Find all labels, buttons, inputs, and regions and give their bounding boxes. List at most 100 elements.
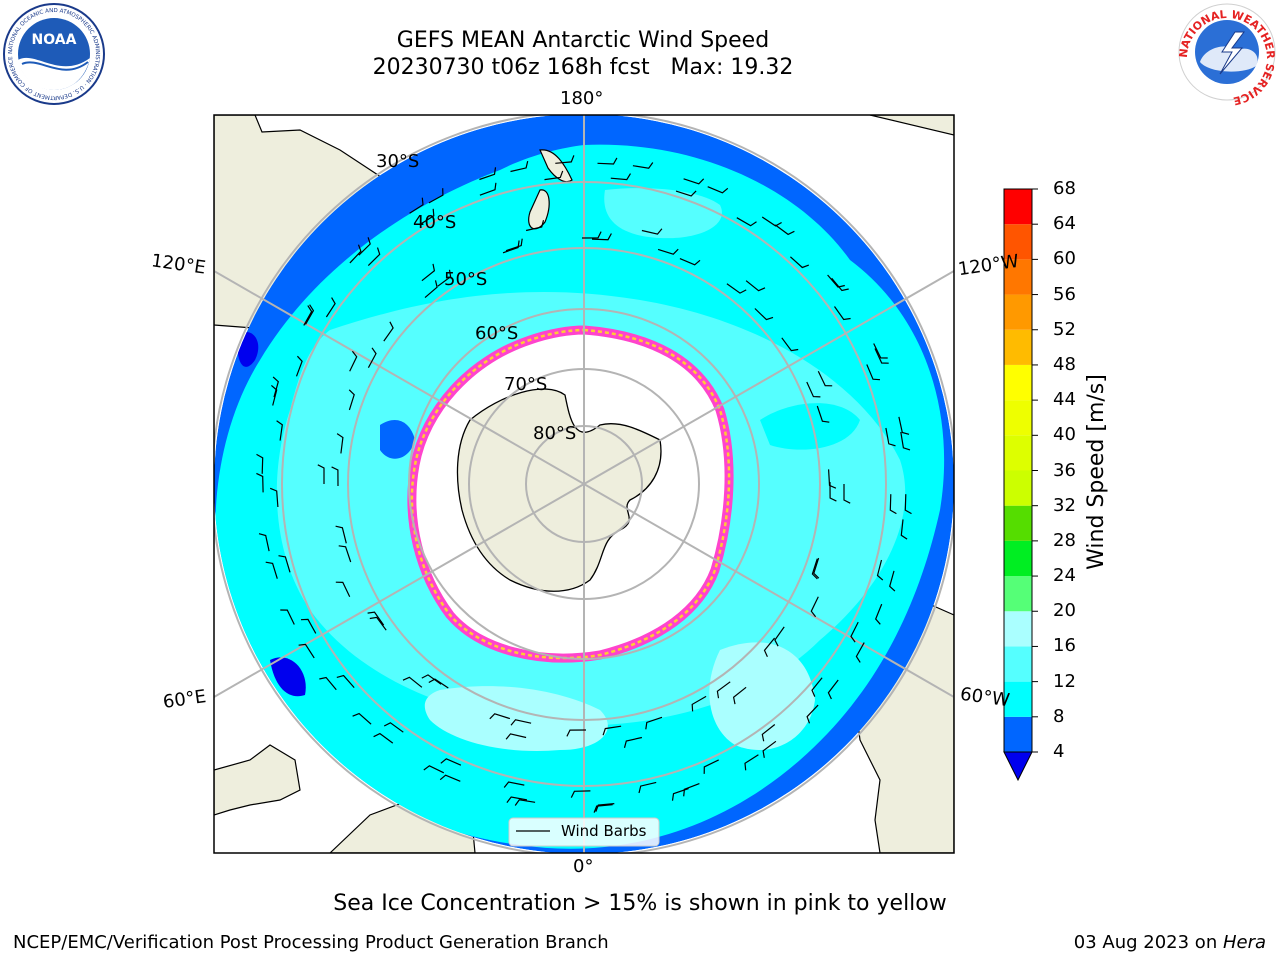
colorbar-tick-label: 36 [1053,459,1076,481]
chart-title: GEFS MEAN Antarctic Wind Speed [396,28,770,53]
wind-barb [866,364,881,381]
wind-barb [855,642,865,663]
wind-barb [904,494,912,515]
wind-barb [317,464,325,484]
wind-barb [295,355,303,377]
wind-barb [597,157,618,165]
wind-barb [479,167,497,181]
wind-barb [707,186,729,194]
colorbar-bin-56-60 [1004,259,1032,295]
wind-barb [843,484,851,504]
wind-barb [810,596,819,618]
wind-barb [373,732,394,744]
colorbar-tick-label: 48 [1053,353,1076,375]
wind-barb [258,533,270,552]
wind-barb [834,306,851,321]
meridian-label-180: 180° [560,88,604,109]
wind-barb [367,347,377,368]
colorbar [1003,188,1038,782]
wind-barb [525,220,545,232]
wind-barb [691,695,707,712]
wind-barb [276,420,283,441]
footer-date: 03 Aug 2023 on [1073,932,1223,953]
wind-barb [889,494,897,515]
wind-barb [754,308,774,321]
wind-barb [671,787,689,801]
wind-barb [683,178,705,185]
colorbar-bin-64-68 [1004,189,1032,225]
wind-barb [331,466,339,487]
map-frame [213,114,955,854]
wind-barb [502,240,520,254]
wind-barb [898,416,910,435]
wind-barb [336,674,355,688]
wind-barb [265,561,278,579]
lat-label-80s: 80°S [533,423,577,444]
wind-barb [595,803,615,812]
footer-machine: Hera [1222,932,1266,953]
wind-barb [623,736,643,748]
lat-label-30s: 30°S [376,151,420,172]
wind-barb [683,783,700,797]
wind-barb [303,305,313,326]
wind-barb [335,525,347,544]
wind-barb [421,674,442,685]
wind-barb [424,280,438,299]
wind-barb [900,431,911,451]
wind-barb [817,370,833,387]
wind-barb [367,247,381,267]
colorbar-under-extension [1003,751,1033,782]
nws-logo: NATIONAL WEATHER SERVICE [1177,3,1277,107]
wind-barb [875,603,883,625]
wind-barb [428,188,444,204]
wind-barb [510,160,529,173]
wind-barb [736,217,757,227]
wind-barb [641,228,663,235]
colorbar-tick-label: 32 [1053,494,1076,516]
wind-barb [761,216,782,227]
colorbar-tick-label: 56 [1053,283,1076,305]
wind-barb [256,472,264,493]
colorbar-tick-label: 8 [1053,705,1065,727]
colorbar-tick-label: 44 [1053,389,1076,411]
wind-barb [811,677,823,697]
wind-barb [675,190,697,197]
wind-barb [369,616,387,631]
wind-barb [850,621,859,643]
wind-barb [570,790,591,798]
wind-barb [827,679,839,700]
colorbar-bin-12-16 [1004,646,1032,682]
wind-barb [831,277,849,292]
wind-barb [505,733,527,740]
wind-barb [874,348,889,364]
wind-barb [744,754,759,771]
wind-barb [679,258,701,266]
wind-barb [829,481,837,502]
wind-barb [732,686,747,705]
wind-barb [645,716,663,730]
wind-barb [703,759,719,774]
wind-barb [349,350,358,372]
wind-barb [383,722,404,733]
wind-barb [367,611,385,626]
colorbar-bin-4-8 [1004,716,1032,752]
wind-barb [638,781,657,794]
colorbar-tick-label: 52 [1053,318,1076,340]
wind-barb [726,283,747,294]
noaa-logo-text: NOAA [32,32,77,48]
wind-barb [335,581,351,598]
colorbar-tick-label: 28 [1053,529,1076,551]
wind-barb [632,162,654,169]
colorbar-tick-label: 4 [1053,741,1065,762]
wind-barb [873,343,888,359]
wind-barb [402,676,423,688]
colorbar-bin-48-52 [1004,329,1032,365]
wind-barb [300,618,317,634]
wind-barb [278,555,291,573]
wind-barb [348,389,355,411]
colorbar-bin-8-12 [1004,681,1032,717]
colorbar-bin-28-32 [1004,505,1032,541]
colorbar-label: Wind Speed [m/s] [1084,374,1109,570]
wind-barb [900,519,908,540]
wind-barb [806,381,821,398]
